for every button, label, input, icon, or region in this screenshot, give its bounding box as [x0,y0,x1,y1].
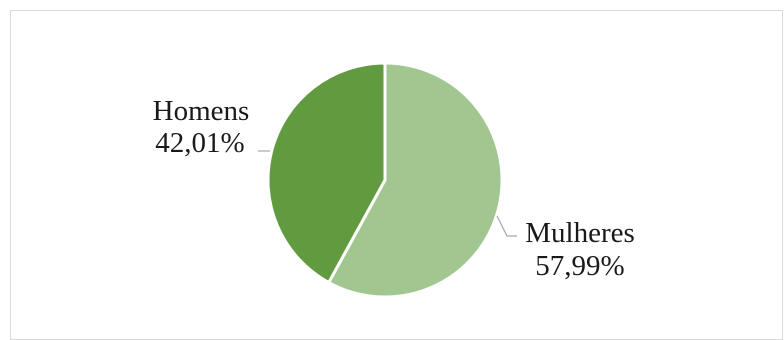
slice-value-homens: 42,01% [155,127,244,159]
pie-slice-mulheres [327,61,504,299]
slice-label-homens: Homens [153,95,250,127]
pie-slices [266,61,504,299]
leader-line-mulheres [496,215,517,237]
slice-label-mulheres: Mulheres [525,217,635,249]
pie-slice-homens [266,61,387,285]
slice-value-mulheres: 57,99% [535,250,624,282]
pie-chart: Homens 42,01% Mulheres 57,99% [153,61,635,299]
